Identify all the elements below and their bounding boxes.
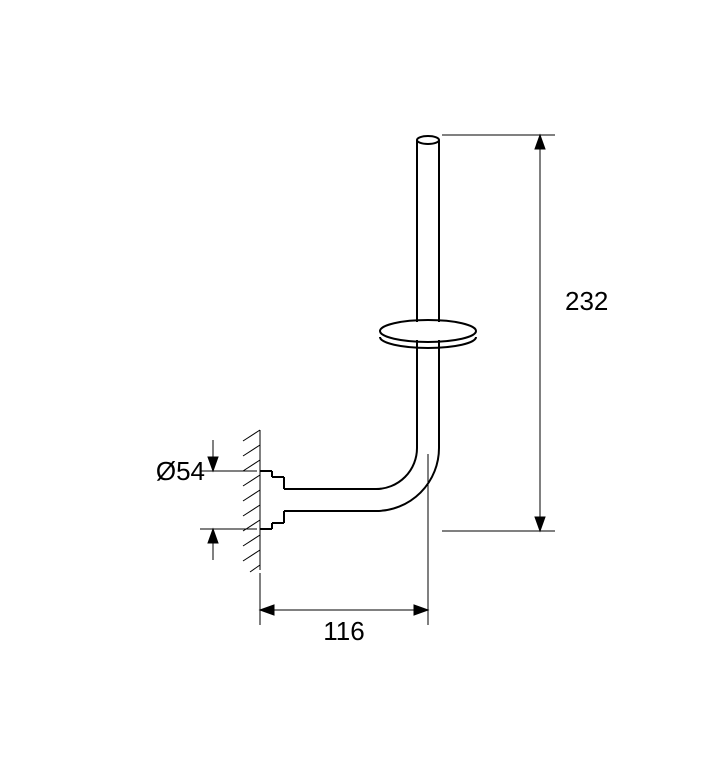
wall-hatch <box>243 430 260 572</box>
dim-width-label: 116 <box>323 616 364 646</box>
holder-outline <box>260 136 476 529</box>
dim-diameter-label: Ø54 <box>156 456 205 486</box>
dimension-drawing: 232 116 Ø54 <box>0 0 720 780</box>
dim-height <box>442 135 555 531</box>
dim-height-label: 232 <box>565 286 608 316</box>
